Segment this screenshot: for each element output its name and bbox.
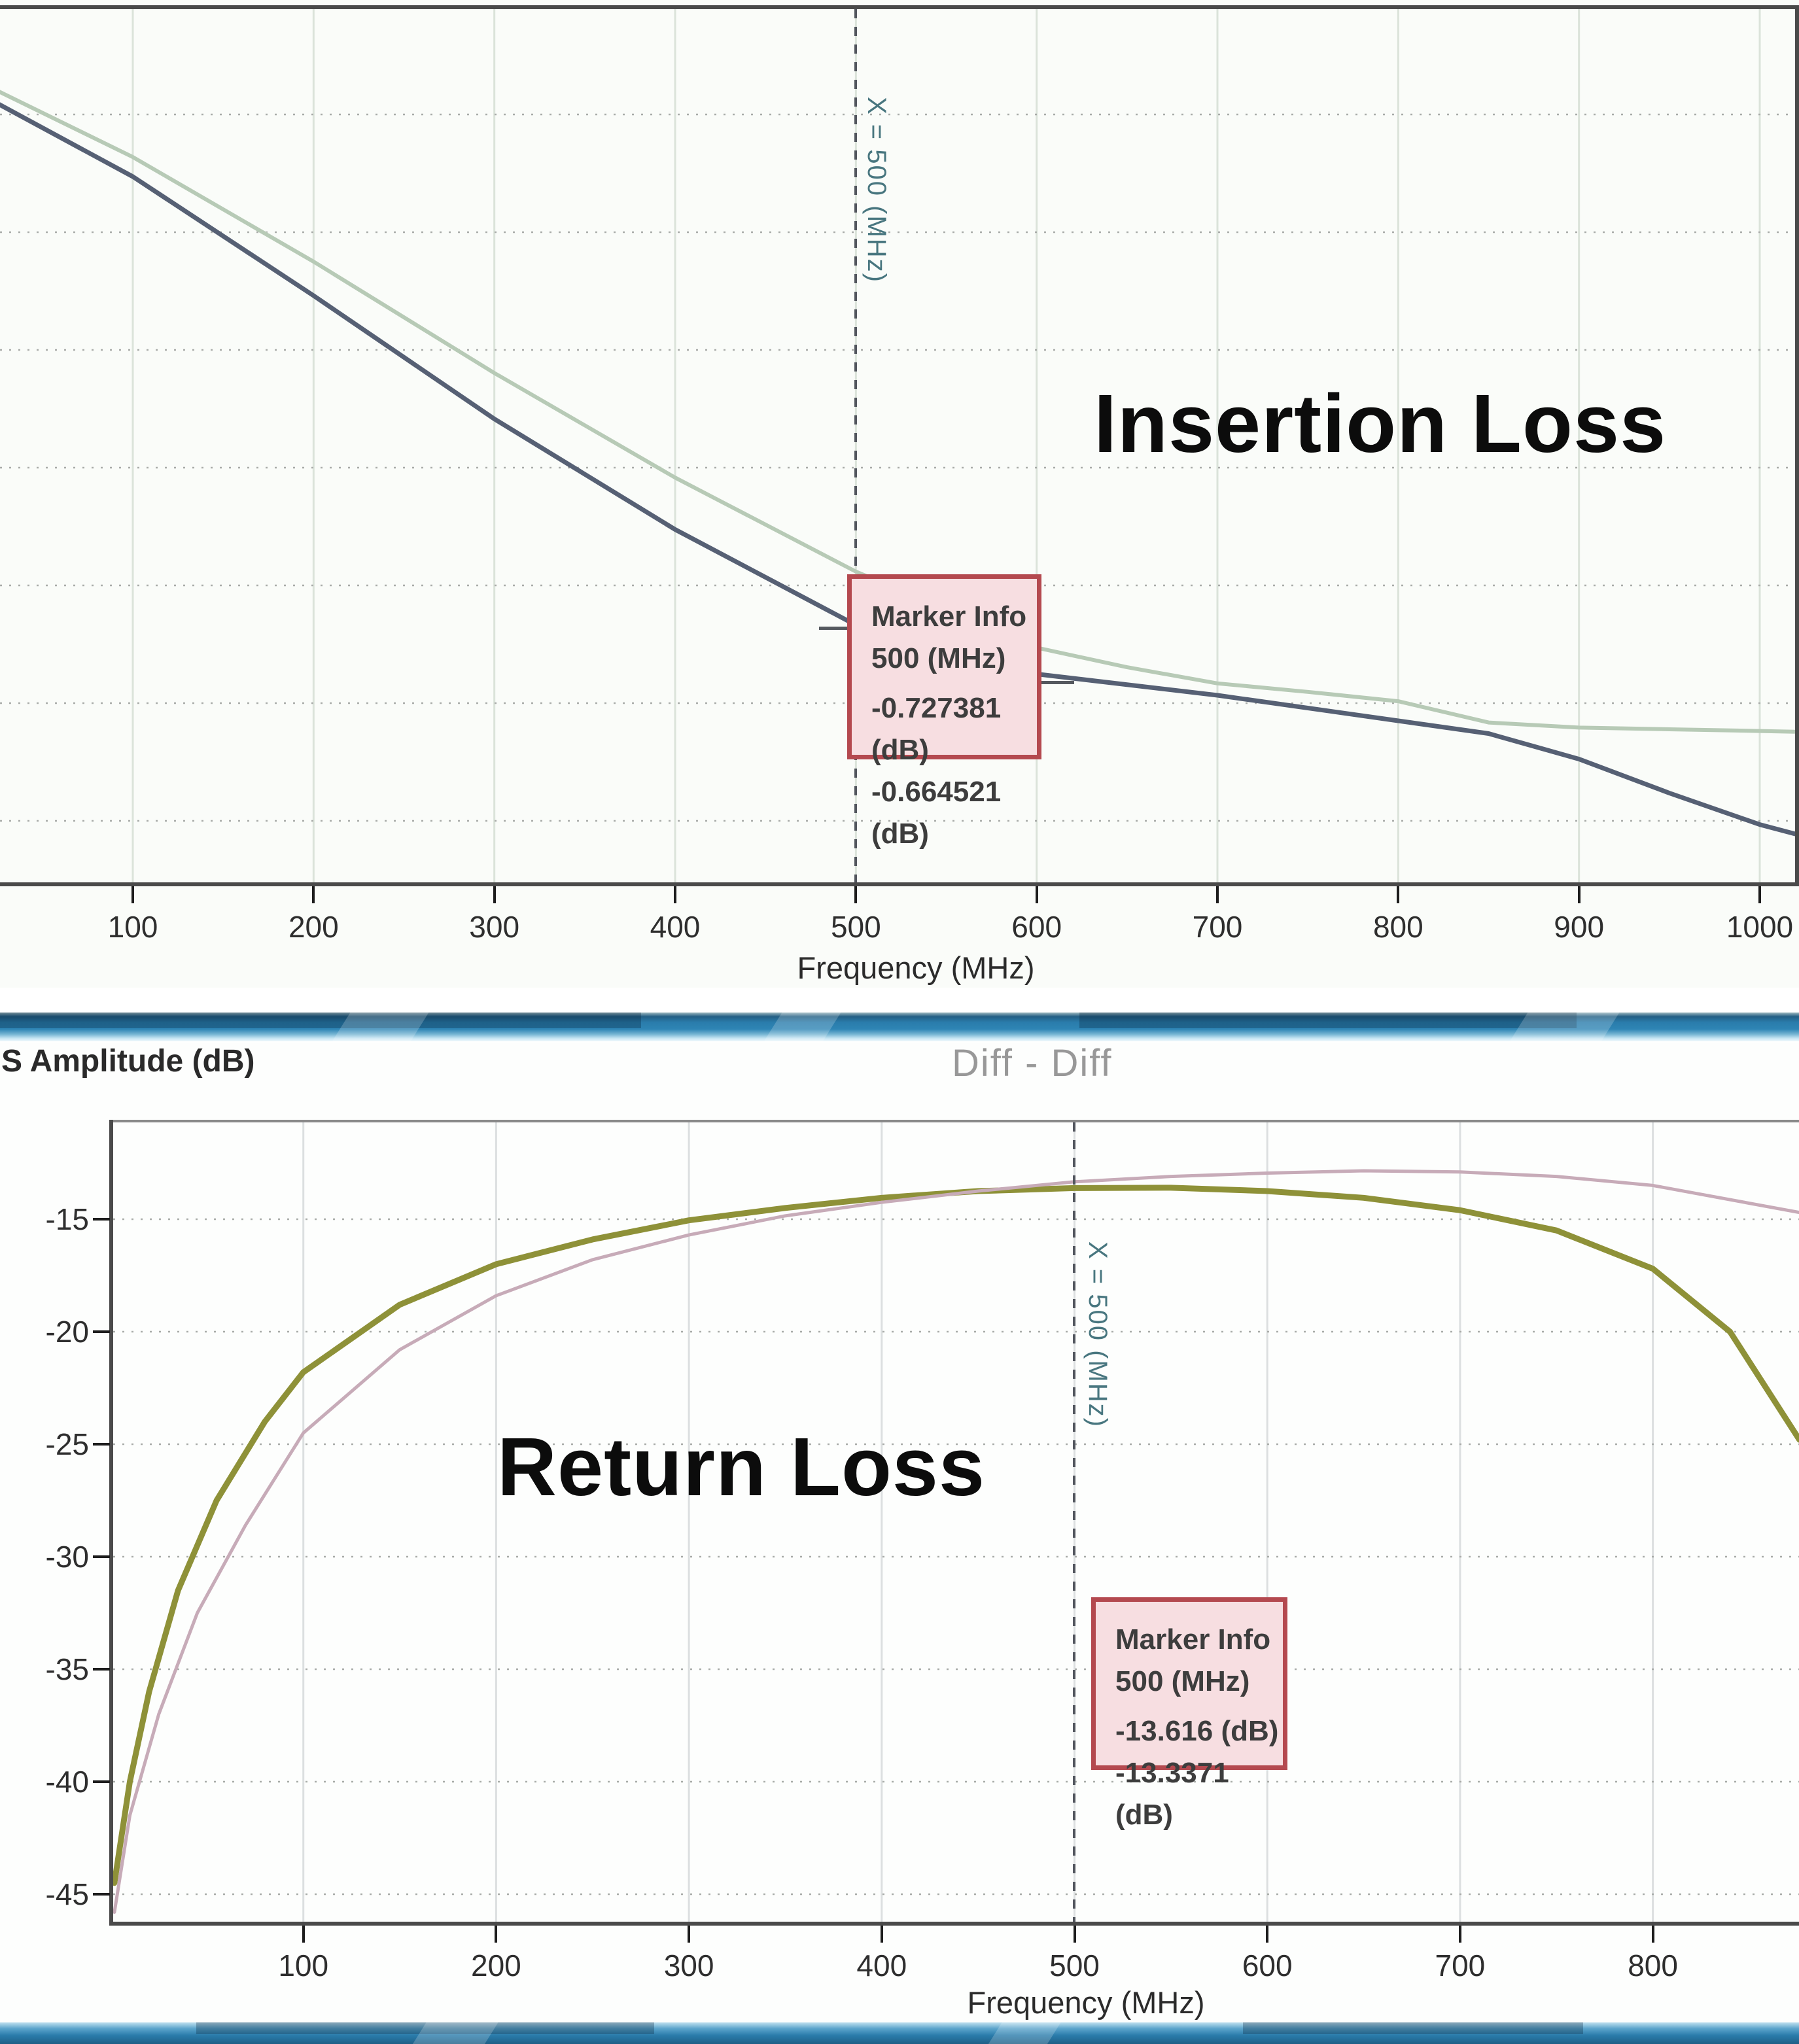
return-loss-trace-pink	[113, 1169, 1799, 1914]
y-tick-mark	[93, 1330, 110, 1333]
x-tick-label: 100	[278, 1949, 329, 1983]
y-tick-mark	[93, 1780, 110, 1783]
x-tick-label: 400	[650, 910, 701, 944]
bottom-bar-shade	[1243, 2022, 1583, 2035]
y-tick-mark	[93, 1218, 110, 1221]
x-tick-mark	[673, 886, 676, 903]
x-tick-mark	[880, 1926, 883, 1943]
marker-info-value-2: -13.3371 (dB)	[1115, 1757, 1229, 1831]
marker-axis-label: X = 500 (MHz)	[862, 97, 891, 283]
plot-y-axis	[109, 1120, 113, 1926]
x-tick-label: 800	[1372, 910, 1423, 944]
x-tick-label: 700	[1192, 910, 1243, 944]
x-tick-label: 100	[107, 910, 158, 944]
y-axis-title: S Amplitude (dB)	[1, 1044, 255, 1079]
y-tick-label: -15	[45, 1202, 89, 1236]
marker-axis-label: X = 500 (MHz)	[1083, 1241, 1112, 1428]
y-tick-label: -25	[45, 1427, 89, 1461]
plot-top-border	[109, 1120, 1799, 1122]
x-tick-label: 200	[288, 910, 339, 944]
bottom-bar	[0, 2022, 1799, 2044]
marker-info-value-1: -0.727381 (dB)	[871, 692, 1002, 766]
y-tick-label: -35	[45, 1652, 89, 1686]
divider-bar-shade	[1079, 1013, 1577, 1029]
x-tick-mark	[1577, 886, 1581, 903]
divider-bar	[0, 1013, 1799, 1041]
x-tick-label: 600	[1011, 910, 1062, 944]
x-tick-mark	[302, 1926, 305, 1943]
x-tick-mark	[495, 1926, 498, 1943]
plot-right-border	[1795, 5, 1799, 886]
marker-info-value-1: -13.616 (dB)	[1115, 1715, 1279, 1747]
return-loss-trace-olive	[111, 1185, 1799, 1886]
x-tick-label: 500	[1049, 1949, 1100, 1983]
x-tick-mark	[131, 886, 134, 903]
marker-info-box[interactable]: Marker Info 500 (MHz) -0.727381 (dB) -0.…	[847, 574, 1041, 850]
marker-info-freq: 500 (MHz)	[871, 642, 1006, 674]
x-tick-label: 200	[471, 1949, 521, 1983]
x-tick-mark	[312, 886, 315, 903]
x-tick-mark	[1397, 886, 1400, 903]
x-tick-mark	[1651, 1926, 1654, 1943]
marker-vertical-line[interactable]	[854, 9, 857, 882]
y-tick-mark	[93, 1668, 110, 1671]
plot-x-axis	[0, 882, 1799, 886]
plot-x-axis	[109, 1922, 1799, 1926]
marker-connector-right	[1041, 681, 1074, 684]
x-tick-label: 500	[830, 910, 881, 944]
x-tick-label: 800	[1628, 1949, 1678, 1983]
y-tick-label: -20	[45, 1315, 89, 1349]
insertion-loss-annotation: Insertion Loss	[1094, 377, 1667, 470]
x-tick-label: 1000	[1726, 910, 1794, 944]
x-tick-label: 300	[663, 1949, 714, 1983]
bottom-bar-streak	[985, 2022, 1062, 2044]
divider-bar-shade	[0, 1013, 641, 1029]
marker-info-box[interactable]: Marker Info 500 (MHz) -13.616 (dB) -13.3…	[1091, 1597, 1287, 1831]
x-tick-mark	[1266, 1926, 1269, 1943]
marker-vertical-line[interactable]	[1073, 1122, 1075, 1922]
marker-info-value-2: -0.664521 (dB)	[871, 776, 1002, 850]
y-tick-mark	[93, 1893, 110, 1896]
x-tick-mark	[1215, 886, 1219, 903]
return-loss-plot-svg	[111, 1122, 1799, 1922]
x-tick-label: 700	[1435, 1949, 1486, 1983]
x-tick-mark	[1458, 1926, 1461, 1943]
marker-info-title: Marker Info	[871, 600, 1027, 632]
x-tick-label: 900	[1554, 910, 1605, 944]
x-tick-label: 600	[1242, 1949, 1293, 1983]
x-tick-mark	[854, 886, 858, 903]
divider-bar-streak	[760, 1013, 843, 1041]
y-tick-label: -40	[45, 1765, 89, 1799]
y-tick-label: -30	[45, 1540, 89, 1574]
y-tick-label: -45	[45, 1877, 89, 1911]
marker-connector-left	[819, 627, 848, 630]
x-tick-mark	[1035, 886, 1038, 903]
return-loss-annotation: Return Loss	[497, 1421, 986, 1513]
return-loss-chart: S Amplitude (dB) Diff - Diff	[0, 1042, 1799, 2022]
marker-info-title: Marker Info	[1115, 1623, 1271, 1655]
x-tick-mark	[1758, 886, 1761, 903]
x-axis-title: Frequency (MHz)	[967, 1985, 1205, 2020]
insertion-loss-trace-green	[0, 90, 1799, 734]
chart-title: Diff - Diff	[952, 1042, 1113, 1084]
bottom-bar-streak	[410, 2022, 500, 2044]
insertion-loss-chart: X = 500 (MHz) Marker Info 500 (MHz) -0.7…	[0, 0, 1799, 988]
x-tick-mark	[688, 1926, 691, 1943]
x-tick-mark	[1073, 1926, 1076, 1943]
x-axis-title: Frequency (MHz)	[797, 950, 1035, 985]
y-tick-mark	[93, 1555, 110, 1558]
x-tick-mark	[493, 886, 496, 903]
insertion-loss-trace-dark-blue	[0, 102, 1799, 838]
y-tick-mark	[93, 1443, 110, 1446]
bottom-bar-shade	[196, 2022, 654, 2035]
plot-top-border	[0, 5, 1799, 9]
marker-info-freq: 500 (MHz)	[1115, 1665, 1250, 1697]
x-tick-label: 400	[856, 1949, 907, 1983]
x-tick-label: 300	[469, 910, 520, 944]
